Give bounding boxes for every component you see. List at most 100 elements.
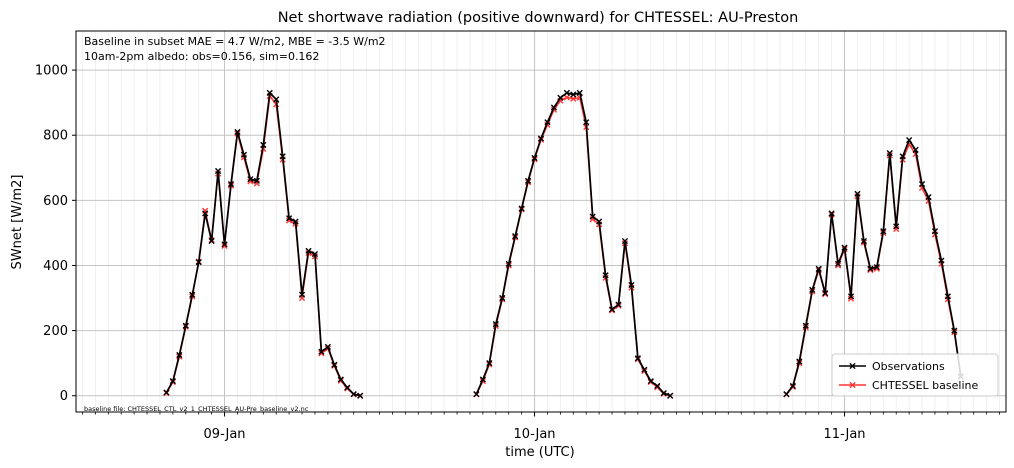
data-point-observations-stroke <box>176 351 183 359</box>
data-point-observations <box>608 306 616 313</box>
data-point-observations-stroke <box>880 228 887 235</box>
data-point-observations <box>854 190 861 197</box>
series-layer <box>163 89 964 399</box>
data-point-observations-stroke <box>298 291 306 298</box>
data-point-observations <box>331 361 338 368</box>
data-point-chtessel-baseline-stroke <box>576 94 583 101</box>
data-point-observations <box>486 360 493 367</box>
data-point-observations-stroke <box>815 265 822 272</box>
data-point-observations <box>893 223 900 230</box>
legend-marker-observations <box>849 362 856 370</box>
data-point-chtessel-baseline <box>615 302 622 309</box>
data-point-observations <box>576 89 583 96</box>
data-point-observations-stroke <box>247 176 254 183</box>
x-tick-label: 10-Jan <box>514 427 556 442</box>
data-point-observations <box>802 322 809 329</box>
data-point-observations-stroke <box>512 233 519 240</box>
data-point-observations-stroke <box>286 215 293 222</box>
data-point-chtessel-baseline <box>563 94 570 101</box>
data-point-observations-stroke <box>318 348 325 355</box>
data-point-observations-stroke <box>628 281 635 289</box>
data-point-observations <box>654 382 661 390</box>
data-point-observations <box>253 177 260 184</box>
y-axis-label: SWnet [W/m2] <box>10 175 25 270</box>
data-point-observations <box>544 119 551 126</box>
data-point-observations <box>925 193 932 201</box>
data-point-observations <box>499 294 506 302</box>
data-point-observations-stroke <box>473 390 480 398</box>
data-point-observations-stroke <box>221 241 228 248</box>
data-point-chtessel-baseline-stroke <box>873 265 880 272</box>
data-point-observations-stroke <box>867 265 874 272</box>
data-point-observations-stroke <box>938 257 945 264</box>
data-point-observations <box>944 293 951 300</box>
data-point-observations <box>563 89 570 96</box>
data-point-observations-stroke <box>667 392 674 399</box>
data-point-observations-stroke <box>873 263 880 271</box>
data-point-observations <box>208 237 215 245</box>
chart-title: Net shortwave radiation (positive downwa… <box>278 10 799 26</box>
data-point-observations <box>195 259 202 266</box>
data-point-observations-stroke <box>550 104 558 111</box>
data-point-observations-stroke <box>660 390 667 397</box>
data-point-observations-stroke <box>841 244 848 251</box>
data-point-observations <box>292 218 299 225</box>
data-point-observations <box>809 286 816 293</box>
data-point-observations <box>621 237 629 245</box>
data-point-observations <box>286 215 293 222</box>
data-point-observations <box>163 389 170 396</box>
data-point-chtessel-baseline-stroke <box>318 350 325 357</box>
data-point-observations-stroke <box>266 89 273 96</box>
data-point-observations <box>550 104 558 111</box>
data-point-observations-stroke <box>214 167 222 175</box>
data-point-observations <box>660 390 667 397</box>
data-point-observations-stroke <box>834 260 842 267</box>
data-point-observations <box>537 135 545 142</box>
data-point-observations-stroke <box>925 193 932 201</box>
data-point-observations <box>518 205 525 212</box>
data-point-observations <box>886 150 893 157</box>
data-point-observations-stroke <box>189 291 196 298</box>
data-point-observations-stroke <box>608 306 616 313</box>
data-point-observations <box>880 228 887 235</box>
data-point-observations-stroke <box>279 153 286 160</box>
data-point-observations-stroke <box>847 293 855 300</box>
data-point-observations <box>602 272 609 279</box>
data-point-observations <box>557 94 564 101</box>
data-point-observations <box>305 247 312 254</box>
data-point-observations-stroke <box>337 376 344 383</box>
data-point-chtessel-baseline <box>221 242 228 250</box>
data-point-observations-stroke <box>563 89 570 96</box>
data-point-observations-stroke <box>182 322 189 329</box>
data-point-observations <box>202 210 209 217</box>
y-tick-label: 600 <box>43 194 68 209</box>
data-point-observations-stroke <box>570 91 577 98</box>
data-point-chtessel-baseline-stroke <box>834 262 842 269</box>
data-point-observations <box>847 293 855 300</box>
x-tick-label: 11-Jan <box>824 427 866 442</box>
data-point-chtessel-baseline-stroke <box>563 94 570 101</box>
data-point-observations-stroke <box>615 301 622 308</box>
data-point-observations-stroke <box>537 135 545 142</box>
data-point-observations-stroke <box>505 260 512 267</box>
data-point-observations-stroke <box>828 210 835 217</box>
data-point-observations <box>524 177 532 184</box>
data-point-observations-stroke <box>886 150 893 157</box>
data-point-observations <box>189 291 196 298</box>
data-point-observations <box>828 210 835 217</box>
data-point-observations <box>634 355 641 362</box>
data-point-observations <box>279 153 286 160</box>
data-point-observations <box>834 260 842 267</box>
data-point-observations <box>247 176 254 183</box>
data-point-observations <box>298 291 306 298</box>
data-point-observations <box>492 320 499 328</box>
legend-box <box>831 353 999 397</box>
data-point-observations-stroke <box>893 223 900 230</box>
data-point-observations <box>796 358 803 365</box>
data-point-observations <box>899 153 906 160</box>
data-point-observations-stroke <box>524 177 532 184</box>
data-point-chtessel-baseline <box>834 262 842 269</box>
data-point-observations <box>789 382 796 390</box>
data-point-observations-stroke <box>260 141 267 149</box>
data-point-observations-stroke <box>860 237 868 245</box>
